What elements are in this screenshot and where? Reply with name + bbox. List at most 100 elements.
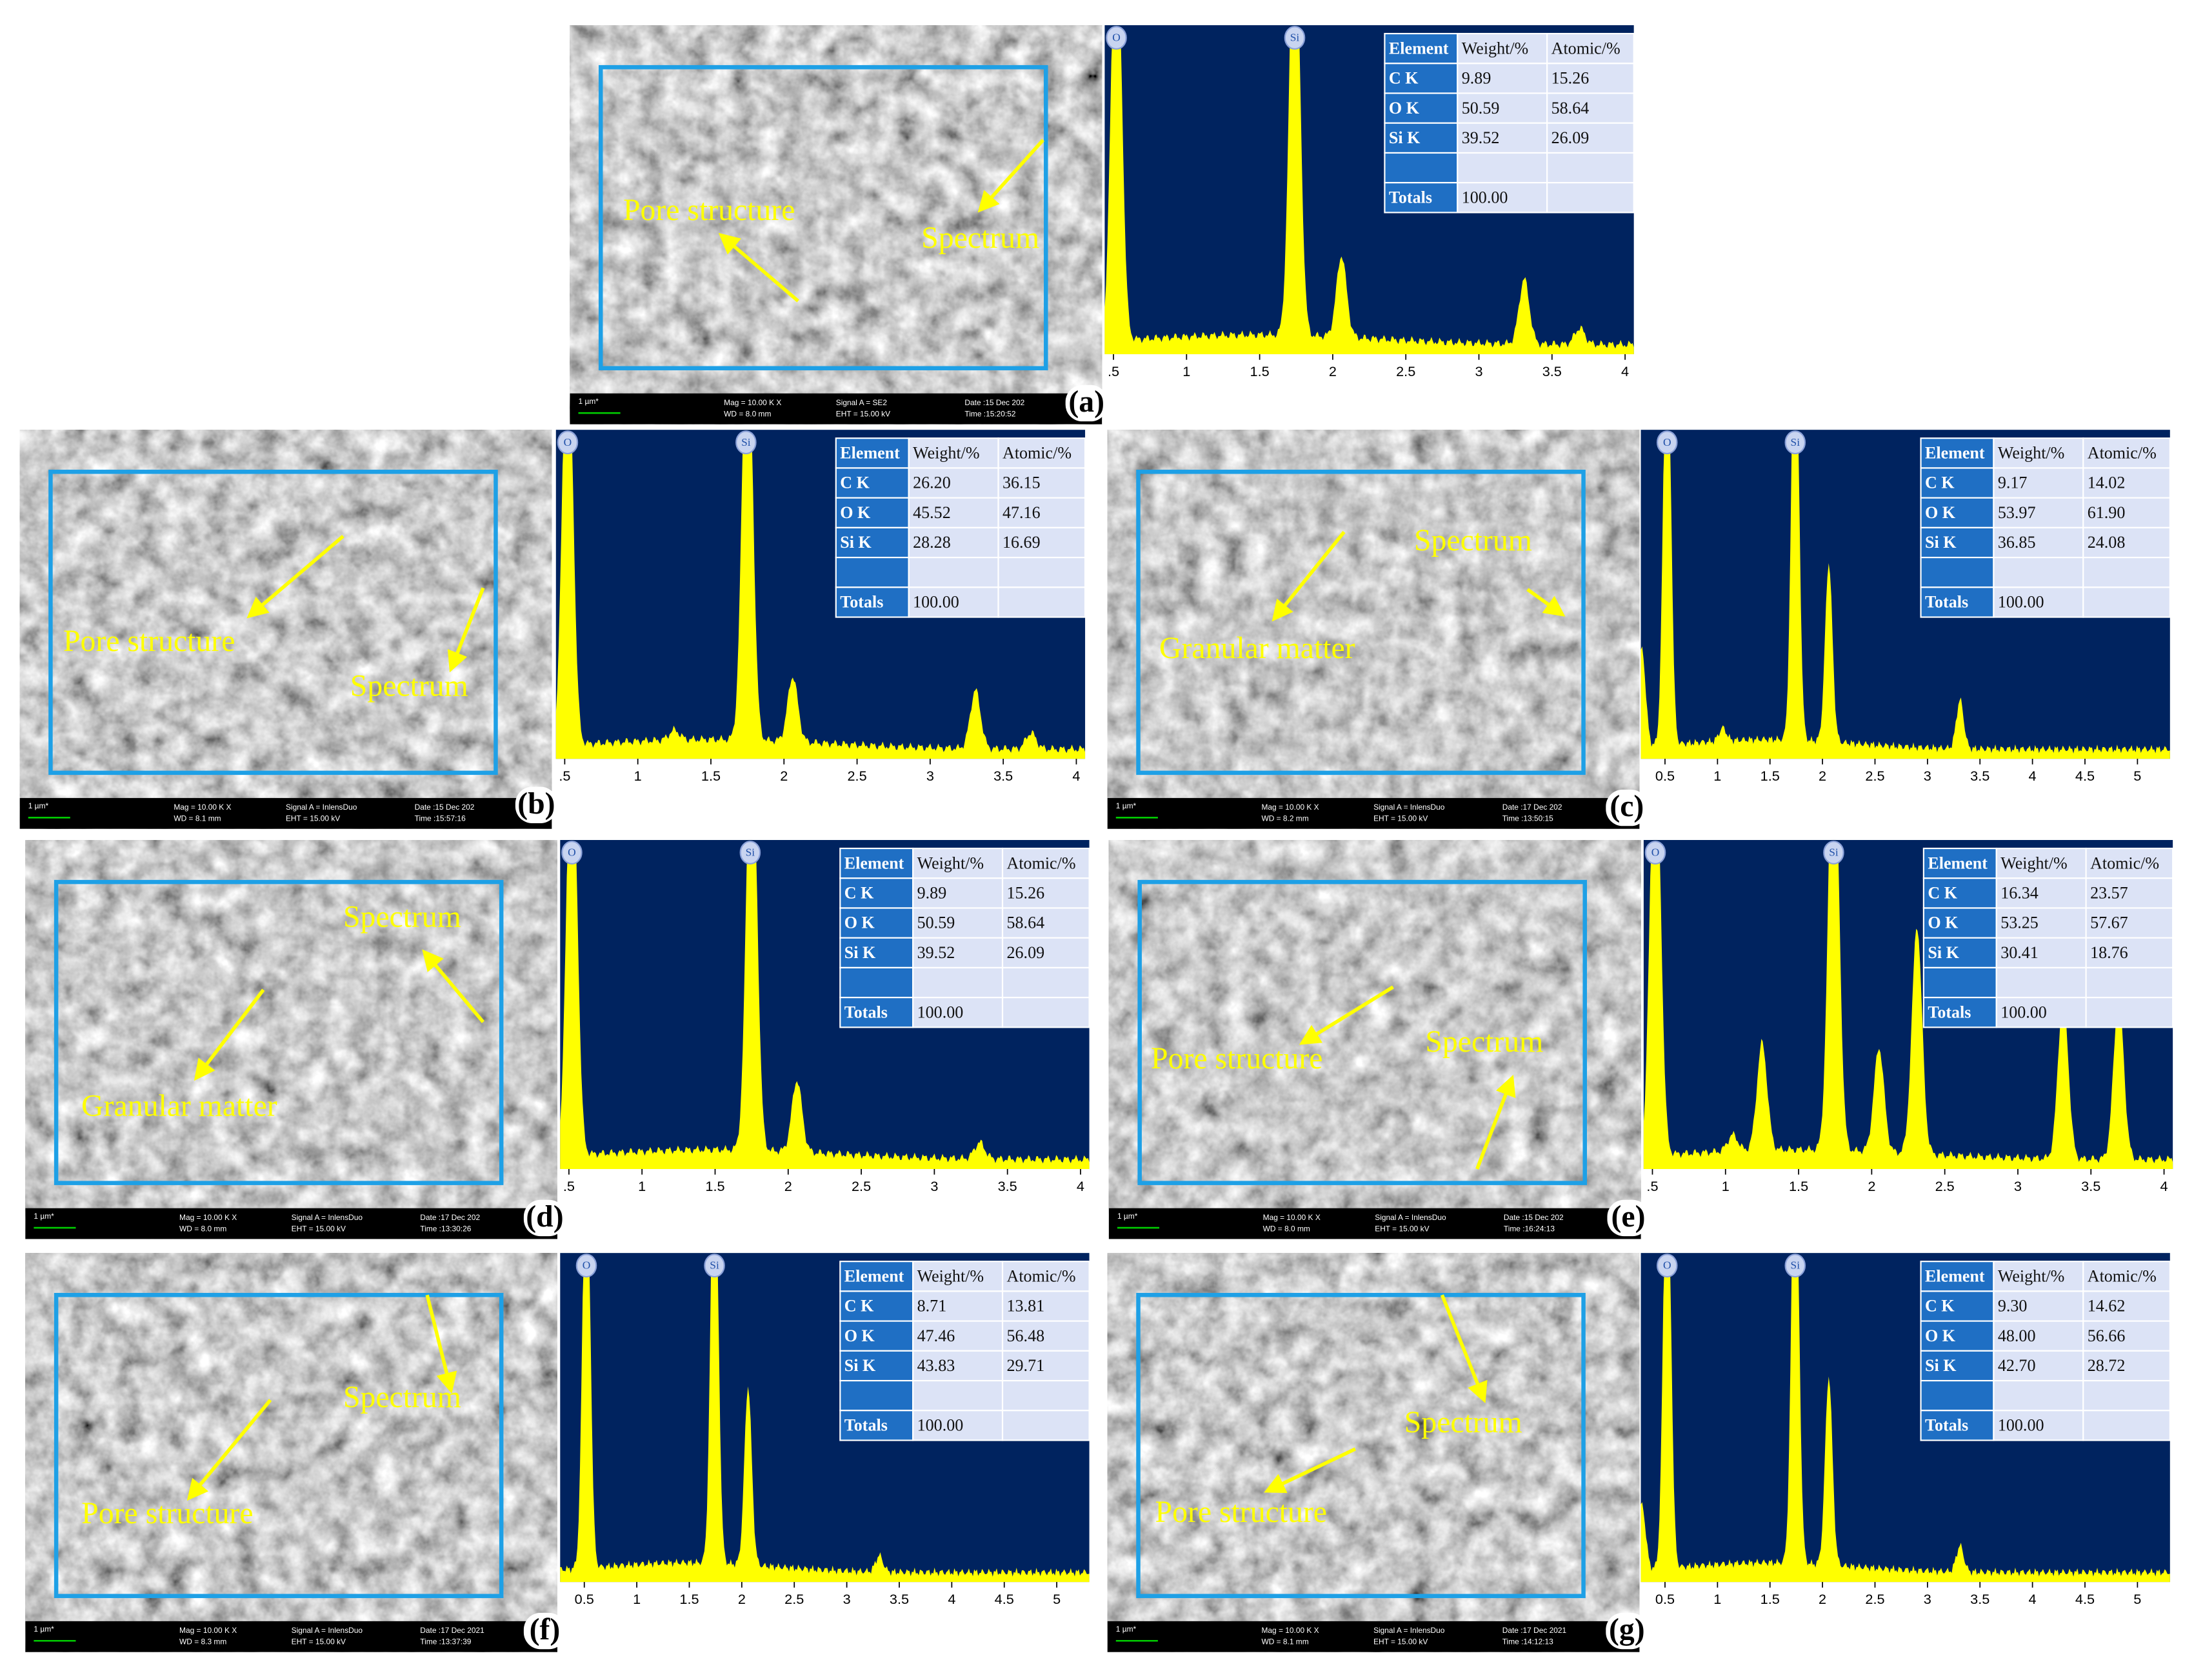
- table-cell: [2085, 877, 2174, 909]
- table-cell: [2082, 557, 2171, 588]
- sem-mag: Mag = 10.00 K X: [1261, 803, 1319, 812]
- x-tick-label: 2: [780, 768, 788, 784]
- table-cell: [1920, 586, 1995, 618]
- table-text: 100.00: [917, 1003, 964, 1021]
- table-cell: [839, 847, 914, 879]
- annotation: Spectrum: [350, 669, 468, 703]
- x-tick-label: .5: [1108, 363, 1119, 379]
- table-cell: [1546, 152, 1635, 184]
- table-text: 50.59: [1462, 99, 1500, 117]
- sem-image: 1 µm* Mag = 10.00 K X WD = 8.0 mm Signal A …: [570, 25, 1108, 425]
- table-cell: [1384, 32, 1459, 65]
- x-tick-label: .5: [559, 768, 570, 784]
- table-text: Totals: [844, 1003, 888, 1021]
- table-text: 26.09: [1007, 943, 1045, 962]
- table-cell: [2085, 847, 2174, 879]
- sem-eht: EHT = 15.00 kV: [836, 409, 890, 418]
- scale-label: 1 µm*: [1116, 801, 1137, 810]
- table-cell: [1384, 152, 1459, 184]
- annotation-arrow: [1475, 1074, 1516, 1170]
- x-tick-label: 3: [843, 1591, 851, 1607]
- table-text: Atomic/%: [1007, 1266, 1076, 1285]
- table-cell: [2082, 1261, 2171, 1292]
- sem-eht: EHT = 15.00 kV: [1375, 1224, 1429, 1233]
- sem-signal: Signal A = InlensDuo: [1373, 1626, 1445, 1635]
- spectrum-area-box: [54, 879, 504, 1185]
- sem-wd: WD = 8.0 mm: [724, 409, 771, 418]
- spectrum-area-box: [598, 65, 1048, 370]
- x-tick-label: 2: [784, 1178, 792, 1194]
- peak-label: O: [1663, 436, 1671, 448]
- x-tick-label: 4: [1072, 768, 1080, 784]
- table-text: O K: [1925, 503, 1956, 522]
- sem-signal: Signal A = InlensDuo: [1373, 803, 1445, 812]
- table-cell: [997, 497, 1086, 528]
- table-text: Atomic/%: [2090, 854, 2159, 872]
- table-cell: [912, 997, 1004, 1028]
- sem-wd: WD = 8.2 mm: [1261, 814, 1308, 823]
- table-text: 9.30: [1998, 1297, 2028, 1315]
- x-tick-label: 1: [1182, 363, 1190, 379]
- table-text: Weight/%: [917, 1266, 984, 1285]
- table-cell: [1920, 557, 1995, 588]
- table-cell: [1920, 526, 1995, 559]
- x-tick-label: 1: [638, 1178, 646, 1194]
- table-cell: [1993, 437, 2084, 469]
- x-tick-label: 2.5: [1865, 1591, 1884, 1607]
- x-tick-label: 4: [2029, 768, 2037, 784]
- x-tick-label: 3.5: [1970, 1591, 1990, 1607]
- scale-label: 1 µm*: [34, 1212, 54, 1221]
- x-tick-label: 3.5: [1542, 363, 1562, 379]
- annotation-arrow: [1272, 530, 1346, 622]
- x-tick-label: 3.5: [1970, 768, 1990, 784]
- x-tick-label: 2: [1868, 1178, 1875, 1194]
- spectrum-area-box: [54, 1292, 504, 1599]
- peak-label: Si: [741, 436, 751, 448]
- peak-badge: [1784, 1254, 1806, 1278]
- panel-letter-bg: [1607, 1199, 1650, 1237]
- table-cell: [1995, 997, 2087, 1028]
- peak-label: O: [583, 1259, 591, 1272]
- table-cell: [1995, 937, 2087, 968]
- sem-eht: EHT = 15.00 kV: [1373, 1637, 1428, 1646]
- table-text: 42.70: [1998, 1356, 2036, 1375]
- table-cell: [2082, 437, 2171, 469]
- annotation: Spectrum: [343, 1380, 461, 1414]
- peak-label: Si: [1791, 436, 1800, 448]
- table-cell: [1922, 877, 1997, 909]
- table-text: 50.59: [917, 914, 955, 932]
- table-cell: [1001, 997, 1090, 1028]
- table-text: Si K: [844, 943, 876, 962]
- peak-badge: [1106, 26, 1127, 50]
- table-text: 16.69: [1002, 533, 1041, 552]
- table-cell: [912, 966, 1004, 999]
- table-cell: [997, 557, 1086, 588]
- x-tick-label: 2: [738, 1591, 746, 1607]
- table-text: O K: [1925, 1326, 1956, 1345]
- annotation-arrow: [425, 1294, 457, 1394]
- x-tick-label: 1.5: [1789, 1178, 1808, 1194]
- table-cell: [1001, 937, 1090, 968]
- table-text: 58.64: [1551, 99, 1590, 117]
- x-tick-label: .5: [563, 1178, 575, 1194]
- annotation-arrow: [718, 233, 799, 303]
- sem-time: Time :15:20:52: [964, 409, 1015, 418]
- table-cell: [1001, 1379, 1090, 1412]
- x-tick-label: 2.5: [1865, 768, 1884, 784]
- table-text: Element: [1389, 39, 1449, 57]
- sem-time: Time :16:24:13: [1504, 1224, 1555, 1233]
- table-text: 8.71: [917, 1297, 947, 1315]
- table-text: O K: [840, 503, 871, 522]
- sem-date: Date :17 Dec 202: [420, 1213, 480, 1222]
- table-text: C K: [840, 474, 870, 492]
- x-tick-label: 0.5: [1655, 1591, 1675, 1607]
- table-text: C K: [844, 1297, 874, 1315]
- x-tick-label: 1.5: [679, 1591, 699, 1607]
- sem-eht: EHT = 15.00 kV: [292, 1224, 346, 1233]
- table-text: 28.72: [2088, 1356, 2126, 1375]
- x-tick-label: 4: [1621, 363, 1629, 379]
- table-cell: [2082, 586, 2171, 618]
- table-cell: [1457, 32, 1548, 65]
- table-cell: [1001, 1410, 1090, 1441]
- x-tick-label: 2: [1819, 768, 1826, 784]
